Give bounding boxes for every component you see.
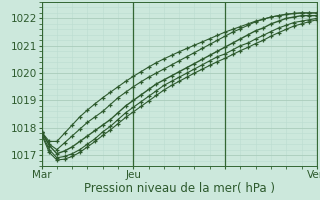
X-axis label: Pression niveau de la mer( hPa ): Pression niveau de la mer( hPa ): [84, 182, 275, 195]
